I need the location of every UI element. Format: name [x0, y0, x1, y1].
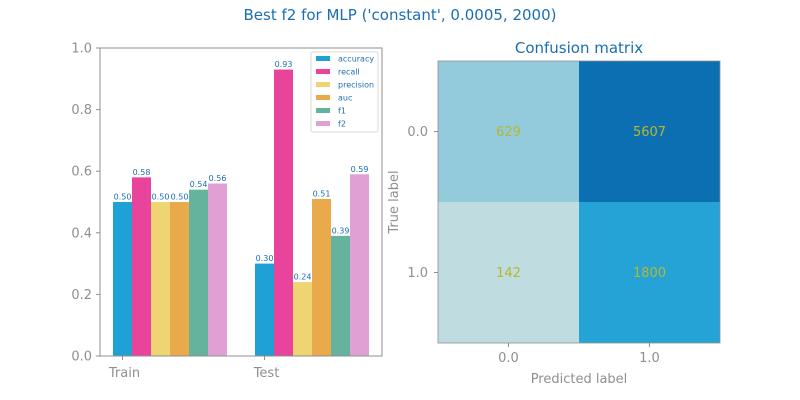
confusion-cell-0-1: [579, 61, 720, 202]
bar-y-tick-label: 0.4: [71, 226, 92, 241]
bar-y-tick-label: 0.2: [71, 288, 92, 303]
bar-value-label: 0.58: [133, 168, 151, 177]
legend: accuracy recall precision auc f1 f2: [310, 51, 379, 133]
bar-value-label: 0.50: [171, 193, 189, 202]
bar-value-label: 0.50: [114, 193, 132, 202]
bar-x-tick-label: Test: [253, 366, 280, 381]
legend-swatch-precision: [316, 82, 330, 87]
bar-chart: 0.00.20.40.60.81.0 0.500.580.50 0.500.540…: [71, 42, 383, 381]
confusion-x-tick-label: 1.0: [639, 351, 660, 366]
legend-label-recall: recall: [338, 68, 360, 77]
confusion-cell-value: 629: [496, 125, 521, 140]
confusion-matrix-cells: 629 5607 142 1800: [437, 60, 721, 344]
bar-precision-train: [151, 202, 170, 356]
bars: 0.500.580.50 0.500.540.560.300.930.240.51…: [113, 60, 369, 356]
legend-swatch-accuracy: [316, 56, 330, 61]
bar-value-label: 0.24: [294, 273, 312, 282]
confusion-cell-value: 5607: [633, 125, 666, 140]
confusion-cell-0-0: [438, 61, 579, 202]
bar-recall-train: [132, 177, 151, 356]
bar-y-tick-label: 0.6: [71, 165, 92, 180]
confusion-y-tick-label: 0.0: [407, 125, 428, 140]
bar-value-label: 0.39: [332, 226, 350, 235]
figure-title: Best f2 for MLP ('constant', 0.0005, 200…: [244, 6, 557, 24]
bar-value-label: 0.30: [256, 254, 274, 263]
bar-accuracy-test: [255, 263, 274, 356]
legend-label-accuracy: accuracy: [338, 55, 374, 64]
bar-y-tick-label: 0.8: [71, 103, 92, 118]
legend-label-auc: auc: [338, 94, 352, 103]
legend-swatch-recall: [316, 69, 330, 74]
legend-label-f1: f1: [338, 107, 346, 116]
bar-axes-frame: [99, 47, 383, 357]
legend-swatch-f2: [316, 121, 330, 126]
bar-y-tick-label: 0.0: [71, 350, 92, 365]
legend-label-precision: precision: [338, 81, 374, 90]
confusion-cell-1-1: [579, 202, 720, 343]
bar-y-ticks: 0.0 0.2 0.4 0.6 0.8 1.0: [71, 42, 100, 365]
bar-y-tick-label: 1.0: [71, 42, 92, 57]
confusion-y-tick-label: 1.0: [407, 266, 428, 281]
bar-f1-test: [331, 235, 350, 356]
bar-value-label: 0.56: [209, 174, 227, 183]
bar-value-label: 0.50: [152, 193, 170, 202]
bar-precision-test: [293, 282, 312, 356]
confusion-cell-1-0: [438, 202, 579, 343]
confusion-matrix-x-label: Predicted label: [531, 372, 628, 387]
confusion-matrix-ticks: 0.0 1.0 0.0 1.0: [407, 125, 660, 366]
legend-label-f2: f2: [338, 120, 346, 129]
bar-f2-test: [350, 174, 369, 356]
confusion-cell-value: 1800: [633, 266, 666, 281]
bar-auc-train: [170, 202, 189, 356]
bar-value-label: 0.54: [190, 180, 208, 189]
bar-recall-test: [274, 69, 293, 356]
confusion-matrix-title: Confusion matrix: [515, 39, 643, 57]
bar-accuracy-train: [113, 202, 132, 356]
bar-f1-train: [189, 189, 208, 356]
confusion-x-tick-label: 0.0: [498, 351, 519, 366]
bar-x-ticks: Train Test: [108, 356, 279, 381]
confusion-matrix-frame: [437, 60, 721, 344]
confusion-matrix-y-label: True label: [387, 170, 402, 234]
bar-value-label: 0.59: [351, 165, 369, 174]
bar-value-label: 0.93: [275, 60, 293, 69]
bar-f2-train: [208, 183, 227, 356]
legend-swatch-auc: [316, 95, 330, 100]
bar-auc-test: [312, 198, 331, 356]
bar-x-tick-label: Train: [108, 366, 140, 381]
confusion-cell-value: 142: [496, 266, 521, 281]
legend-swatch-f1: [316, 108, 330, 113]
bar-value-label: 0.51: [313, 189, 331, 198]
